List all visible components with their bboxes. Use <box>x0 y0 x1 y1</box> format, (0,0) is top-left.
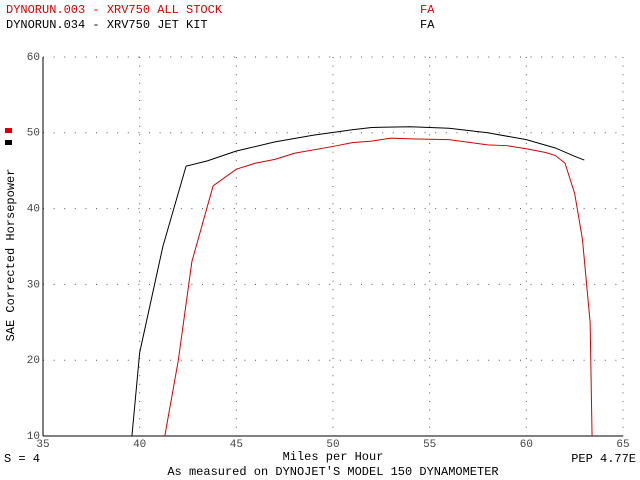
x-tick-label: 50 <box>326 439 339 451</box>
y-tick-label: 40 <box>27 204 40 216</box>
x-tick-label: 45 <box>230 439 243 451</box>
run-title: DYNORUN.003 - XRV750 ALL STOCK <box>6 3 223 17</box>
x-tick-label: 40 <box>133 439 146 451</box>
x-tick-label: 60 <box>520 439 533 451</box>
y-tick-label: 20 <box>27 355 40 367</box>
series-line <box>131 126 585 437</box>
y-tick-label: 30 <box>27 279 40 291</box>
series-line <box>164 137 593 437</box>
legend-swatch <box>5 128 12 133</box>
y-tick-label: 50 <box>27 128 40 140</box>
y-axis-label: SAE Corrected Horsepower <box>4 169 18 342</box>
run-title: DYNORUN.034 - XRV750 JET KIT <box>6 18 208 32</box>
footer-center: As measured on DYNOJET'S MODEL 150 DYNAM… <box>167 465 498 479</box>
x-axis-label: Miles per Hour <box>283 450 384 464</box>
x-tick-label: 35 <box>36 439 49 451</box>
x-tick-label: 65 <box>616 439 629 451</box>
x-tick-label: 55 <box>423 439 436 451</box>
legend-swatch <box>5 140 12 145</box>
footer-left: S = 4 <box>4 452 40 466</box>
y-tick-label: 60 <box>27 52 40 64</box>
run-code: FA <box>420 3 435 17</box>
y-tick-label: 10 <box>27 431 40 443</box>
run-code: FA <box>420 18 435 32</box>
footer-right: PEP 4.77E <box>571 452 636 466</box>
